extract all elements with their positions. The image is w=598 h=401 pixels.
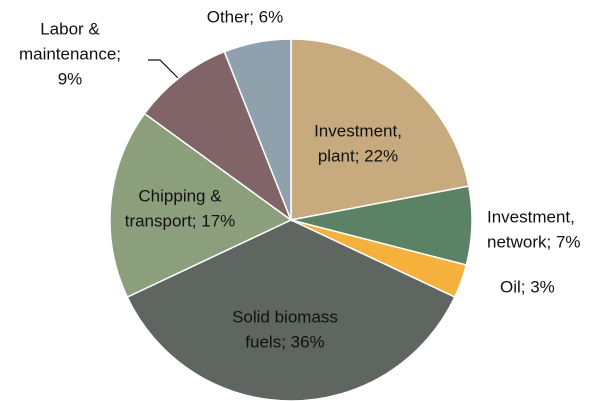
slice-label: fuels; 36% bbox=[245, 332, 324, 351]
slice-label: Investment, bbox=[314, 121, 402, 140]
pie-slice bbox=[290, 38, 470, 221]
slice-label: Solid biomass bbox=[232, 307, 338, 326]
slice-label: network; 7% bbox=[487, 232, 581, 251]
slice-label: Chipping & bbox=[138, 186, 222, 205]
slice-label: Labor & bbox=[40, 19, 100, 38]
leader-line bbox=[148, 59, 179, 79]
pie-slice bbox=[109, 112, 293, 299]
slice-label: Oil; 3% bbox=[500, 277, 555, 296]
slice-label: Investment, bbox=[487, 207, 575, 226]
pie-slice bbox=[223, 38, 292, 221]
slice-label: Other; 6% bbox=[207, 7, 284, 26]
slice-label: transport; 17% bbox=[125, 211, 236, 230]
slice-label: plant; 22% bbox=[318, 146, 398, 165]
pie-slice bbox=[143, 50, 293, 223]
slice-label: 9% bbox=[58, 69, 83, 88]
slice-label: maintenance; bbox=[19, 44, 121, 63]
